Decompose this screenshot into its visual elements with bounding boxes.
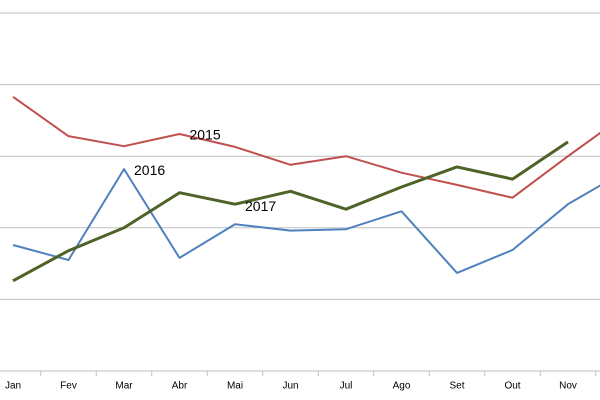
x-tick-label: Jan: [5, 381, 21, 392]
x-tick-label: Abr: [172, 381, 188, 392]
series-label: 2016: [134, 162, 165, 178]
plot-area: [12, 95, 600, 283]
x-tick-label: Jul: [340, 381, 353, 392]
series-label: 2015: [190, 127, 221, 143]
line-series: [12, 95, 600, 199]
series-label: 2017: [245, 198, 276, 214]
x-tick-label: Mai: [227, 381, 243, 392]
x-tick-label: Set: [449, 381, 464, 392]
x-tick-label: Nov: [559, 381, 577, 392]
x-tick-label: Ago: [393, 381, 411, 392]
line-series: [12, 140, 569, 283]
x-tick-label: Jun: [282, 381, 298, 392]
x-tick-label: Mar: [115, 381, 133, 392]
x-tick-label: Out: [504, 381, 520, 392]
x-tick-label: Fev: [60, 381, 77, 392]
line-series: [12, 168, 600, 274]
